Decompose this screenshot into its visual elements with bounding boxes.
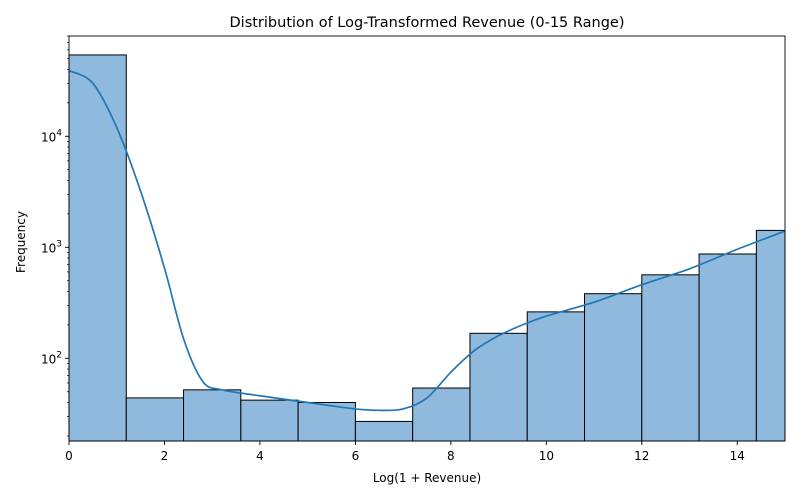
x-tick-label: 4 (256, 449, 264, 463)
y-tick-label: 103 (41, 239, 62, 255)
histogram-bar (354, 420, 414, 442)
histogram-bar (641, 274, 700, 442)
histogram-bar (125, 397, 185, 442)
histogram-bar (412, 387, 471, 442)
histogram-bars (68, 54, 786, 442)
histogram-bar (297, 401, 356, 442)
x-tick-label: 6 (352, 449, 360, 463)
histogram-bar (584, 293, 643, 442)
x-tick-label: 2 (161, 449, 169, 463)
y-axis-label: Frequency (14, 211, 28, 273)
histogram-bar (755, 229, 786, 442)
x-axis-ticks: 0 2 4 6 8 10 12 14 (65, 441, 745, 463)
plot-frame (68, 35, 786, 442)
histogram-bar (526, 311, 586, 442)
x-axis-label: Log(1 + Revenue) (373, 471, 481, 485)
x-tick-label: 10 (539, 449, 554, 463)
y-axis-ticks: 102 103 104 (41, 35, 69, 437)
x-tick-label: 14 (730, 449, 745, 463)
histogram-bar (469, 332, 528, 442)
histogram-bar (240, 399, 299, 442)
y-tick-label: 104 (41, 128, 62, 144)
x-tick-label: 8 (447, 449, 455, 463)
histogram-bar (68, 54, 127, 442)
x-tick-label: 0 (65, 449, 73, 463)
y-tick-label: 102 (41, 350, 62, 366)
chart-title: Distribution of Log-Transformed Revenue … (230, 15, 625, 31)
x-tick-label: 12 (634, 449, 649, 463)
kde-line (68, 69, 786, 412)
histogram-bar (698, 253, 757, 442)
histogram-bar (183, 389, 242, 442)
